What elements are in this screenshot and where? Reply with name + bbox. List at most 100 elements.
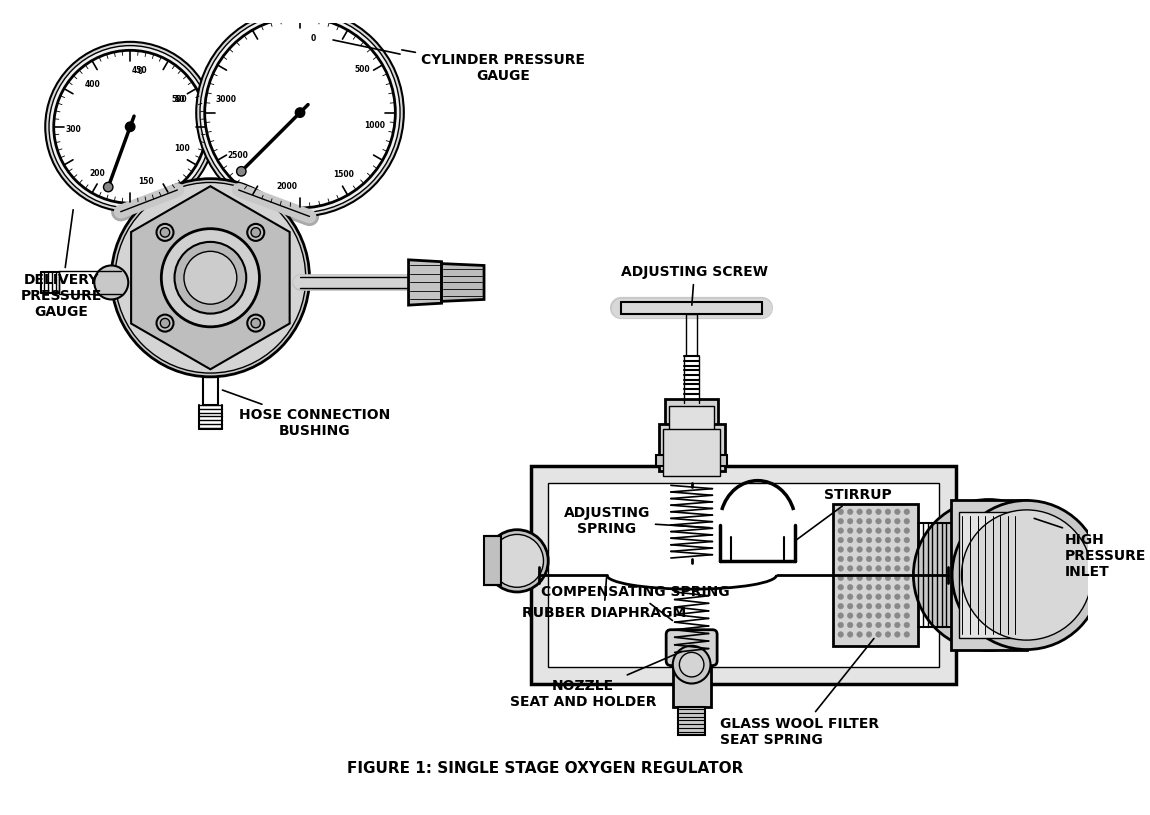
- Circle shape: [895, 603, 900, 609]
- Circle shape: [838, 566, 844, 571]
- Circle shape: [848, 518, 853, 524]
- Circle shape: [247, 315, 264, 332]
- Circle shape: [848, 528, 853, 534]
- Circle shape: [895, 566, 900, 571]
- Circle shape: [848, 566, 853, 571]
- Circle shape: [237, 166, 246, 176]
- Circle shape: [875, 632, 881, 637]
- Circle shape: [838, 632, 844, 637]
- Circle shape: [838, 547, 844, 553]
- Circle shape: [848, 509, 853, 514]
- Circle shape: [875, 566, 881, 571]
- Circle shape: [866, 603, 872, 609]
- Text: NOZZLE
SEAT AND HOLDER: NOZZLE SEAT AND HOLDER: [509, 651, 682, 709]
- Circle shape: [886, 632, 891, 637]
- Circle shape: [160, 319, 170, 328]
- Circle shape: [904, 584, 910, 590]
- Circle shape: [904, 528, 910, 534]
- Circle shape: [895, 575, 900, 580]
- Bar: [669, 406, 714, 447]
- Text: 500: 500: [354, 65, 369, 74]
- Circle shape: [673, 645, 711, 684]
- Circle shape: [895, 537, 900, 543]
- Circle shape: [848, 556, 853, 562]
- Bar: [656, 455, 728, 466]
- Circle shape: [857, 547, 862, 553]
- Text: 400: 400: [84, 80, 100, 89]
- Circle shape: [848, 632, 853, 637]
- Circle shape: [904, 603, 910, 609]
- Circle shape: [486, 530, 549, 592]
- Circle shape: [848, 603, 853, 609]
- Circle shape: [161, 229, 260, 327]
- Circle shape: [848, 537, 853, 543]
- Circle shape: [175, 242, 246, 314]
- Circle shape: [904, 632, 910, 637]
- Text: 500: 500: [171, 95, 187, 104]
- Circle shape: [848, 584, 853, 590]
- Circle shape: [886, 613, 891, 619]
- Circle shape: [895, 584, 900, 590]
- Circle shape: [251, 227, 260, 237]
- Circle shape: [838, 613, 844, 619]
- Circle shape: [857, 537, 862, 543]
- Circle shape: [866, 556, 872, 562]
- Circle shape: [848, 547, 853, 553]
- Circle shape: [904, 575, 910, 580]
- Circle shape: [160, 227, 170, 237]
- Circle shape: [680, 652, 704, 677]
- Circle shape: [838, 622, 844, 628]
- Circle shape: [913, 500, 1065, 650]
- Circle shape: [115, 183, 306, 373]
- Circle shape: [904, 556, 910, 562]
- Circle shape: [866, 622, 872, 628]
- Circle shape: [904, 622, 910, 628]
- Circle shape: [875, 594, 881, 600]
- Circle shape: [952, 500, 1102, 650]
- FancyBboxPatch shape: [666, 630, 718, 666]
- Circle shape: [895, 613, 900, 619]
- Bar: [664, 429, 720, 476]
- Circle shape: [886, 575, 891, 580]
- Circle shape: [857, 594, 862, 600]
- Circle shape: [838, 537, 844, 543]
- Circle shape: [875, 613, 881, 619]
- Circle shape: [857, 528, 862, 534]
- Circle shape: [866, 632, 872, 637]
- Text: 100: 100: [175, 144, 190, 153]
- Circle shape: [875, 575, 881, 580]
- Circle shape: [54, 51, 207, 203]
- Circle shape: [838, 584, 844, 590]
- Circle shape: [197, 9, 404, 217]
- Circle shape: [886, 537, 891, 543]
- Text: 3000: 3000: [215, 95, 236, 104]
- Circle shape: [866, 509, 872, 514]
- Circle shape: [886, 556, 891, 562]
- Circle shape: [848, 613, 853, 619]
- Circle shape: [838, 509, 844, 514]
- Circle shape: [104, 183, 113, 192]
- Circle shape: [904, 613, 910, 619]
- Circle shape: [251, 319, 260, 328]
- Circle shape: [866, 537, 872, 543]
- Circle shape: [838, 603, 844, 609]
- Circle shape: [895, 547, 900, 553]
- Circle shape: [491, 535, 544, 588]
- Bar: [484, 536, 501, 585]
- Text: 50: 50: [175, 95, 185, 104]
- Circle shape: [961, 510, 1091, 640]
- Text: 150: 150: [138, 177, 154, 186]
- Circle shape: [857, 518, 862, 524]
- Text: 0: 0: [310, 33, 316, 42]
- Circle shape: [886, 518, 891, 524]
- Text: DELIVERY
PRESSURE
GAUGE: DELIVERY PRESSURE GAUGE: [21, 209, 102, 319]
- Circle shape: [866, 566, 872, 571]
- Text: HOSE CONNECTION
BUSHING: HOSE CONNECTION BUSHING: [222, 390, 390, 438]
- Circle shape: [848, 594, 853, 600]
- Circle shape: [875, 537, 881, 543]
- Circle shape: [184, 251, 237, 304]
- Circle shape: [866, 547, 872, 553]
- Polygon shape: [442, 263, 484, 302]
- Polygon shape: [408, 260, 442, 305]
- Circle shape: [875, 547, 881, 553]
